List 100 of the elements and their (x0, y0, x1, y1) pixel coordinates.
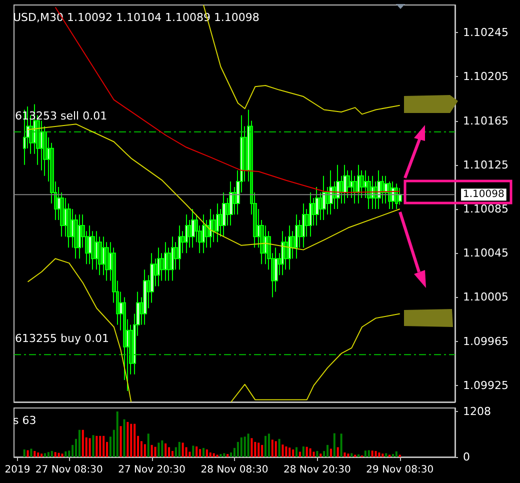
bar (282, 444, 284, 457)
bar (382, 454, 384, 457)
y-tick-label: 1.10165 (463, 114, 508, 128)
candlestick (302, 203, 305, 248)
bar (26, 450, 29, 457)
candlestick (143, 269, 147, 326)
y-tick-label: 1.09965 (463, 334, 508, 348)
candlestick (222, 192, 226, 238)
bar (178, 442, 180, 457)
bar (126, 422, 129, 457)
x-tick-label: 27 Nov 08:30 (35, 464, 103, 476)
bar (78, 430, 80, 457)
candlestick (281, 230, 284, 276)
ref-line-label: 1.10098 (463, 189, 504, 200)
bar (196, 446, 198, 457)
bar (395, 451, 398, 457)
candlestick (309, 192, 312, 238)
bar (258, 442, 260, 457)
candlestick (295, 214, 298, 260)
candlestick (315, 186, 319, 226)
candlestick (288, 225, 291, 270)
bar (288, 448, 291, 457)
bar (226, 454, 229, 457)
bar (102, 436, 105, 457)
bar (244, 436, 246, 457)
bar (202, 448, 204, 457)
bar (223, 453, 226, 457)
bar (340, 434, 342, 457)
bar (309, 448, 312, 457)
line-series (27, 124, 400, 250)
bar (378, 452, 380, 457)
bar (116, 411, 118, 457)
bar (47, 452, 50, 457)
bar (192, 446, 194, 457)
bar (333, 433, 336, 457)
y-tick-label: 1208 (463, 404, 491, 418)
bar (230, 452, 232, 457)
bar (37, 452, 40, 457)
bar (147, 434, 150, 457)
bar (96, 436, 98, 457)
x-tick-label: 29 Nov 08:30 (366, 464, 434, 476)
bar (130, 424, 132, 457)
candlestick (336, 164, 340, 210)
candlestick (216, 203, 219, 243)
bar (350, 453, 353, 457)
bar (326, 444, 329, 457)
bar (120, 426, 122, 457)
bar (247, 434, 250, 457)
bar (385, 453, 388, 457)
bar (161, 440, 164, 457)
candlestick (357, 164, 360, 204)
y-tick-label: 1.10005 (463, 290, 508, 304)
bar (250, 438, 253, 457)
y-tick-label: 1.10045 (463, 246, 508, 260)
bar (236, 442, 239, 457)
bar (40, 454, 43, 457)
candlestick (229, 180, 233, 226)
bar (368, 450, 370, 457)
bar (82, 430, 84, 457)
bar (296, 447, 298, 457)
bar (261, 444, 264, 457)
bar (268, 434, 270, 457)
x-tick-label: 27 Nov 20:30 (118, 464, 186, 476)
bar (306, 446, 308, 457)
bar (240, 437, 242, 457)
bar (212, 453, 215, 457)
y-tick-label: 1.10205 (463, 70, 508, 84)
candlestick (395, 183, 398, 210)
candlestick (322, 175, 326, 221)
candlestick (164, 242, 167, 282)
bar (264, 436, 267, 457)
bar (61, 454, 64, 457)
candlestick (185, 214, 188, 254)
bar (271, 440, 274, 457)
bar (364, 450, 366, 457)
bar (336, 447, 339, 457)
bar (182, 442, 184, 457)
bar (199, 449, 202, 457)
y-tick-label: 0 (463, 450, 470, 464)
bar (154, 446, 156, 457)
candlestick (329, 170, 333, 216)
x-tick-label: 28 Nov 20:30 (283, 464, 351, 476)
bar (371, 450, 374, 457)
candlestick (191, 208, 195, 248)
bar (347, 454, 350, 457)
bar (92, 435, 94, 457)
bar (292, 449, 294, 457)
bar (44, 453, 46, 457)
bar (158, 442, 160, 457)
bar (278, 438, 280, 457)
bar (392, 454, 394, 457)
y-tick-label: 1.10085 (463, 202, 508, 216)
bar (312, 452, 315, 457)
bar (64, 451, 67, 457)
bar (298, 452, 301, 457)
bar (316, 450, 318, 457)
candlestick (202, 214, 205, 254)
bar (209, 452, 212, 457)
bar (168, 447, 170, 457)
candlestick (171, 236, 174, 282)
